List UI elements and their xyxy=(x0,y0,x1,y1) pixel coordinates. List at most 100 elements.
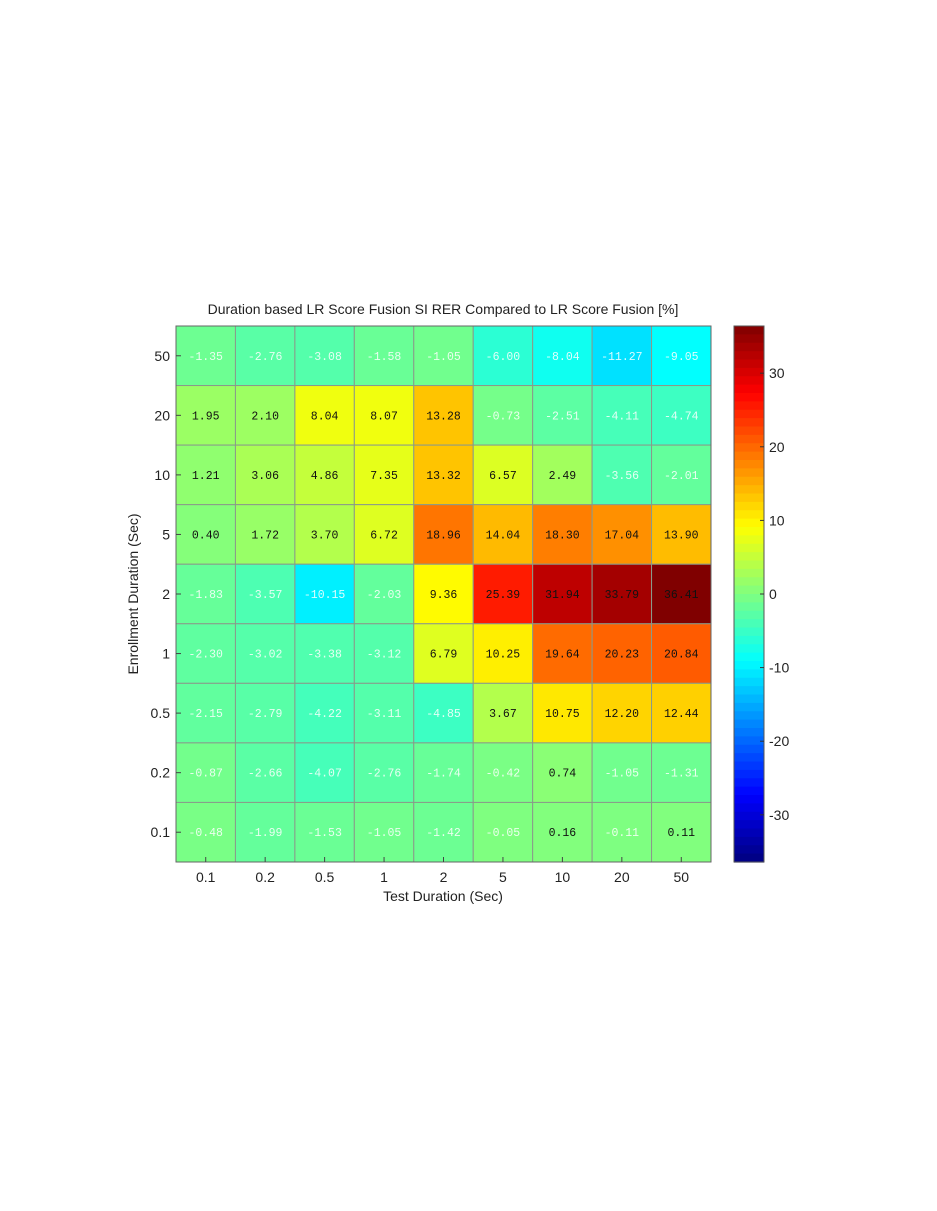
cell-value-label: -4.85 xyxy=(426,708,461,721)
colorbar-segment xyxy=(734,728,764,737)
cell-value-label: -2.66 xyxy=(248,768,283,781)
cell-value-label: -1.35 xyxy=(188,351,223,364)
colorbar-segment xyxy=(734,795,764,804)
heatmap-cell xyxy=(294,623,355,684)
heatmap-cell xyxy=(591,325,653,387)
heatmap-cell xyxy=(413,682,474,744)
cell-value-label: -2.51 xyxy=(545,410,580,423)
cell-value-label: -2.01 xyxy=(664,470,699,483)
cell-value-label: 1.95 xyxy=(192,410,220,423)
y-tick-label: 2 xyxy=(162,586,170,602)
colorbar-segment xyxy=(734,702,764,712)
y-tick-label: 0.1 xyxy=(151,824,171,840)
chart-title: Duration based LR Score Fusion SI RER Co… xyxy=(208,301,679,317)
x-tick-label: 20 xyxy=(614,869,630,885)
cell-value-label: -2.79 xyxy=(248,708,283,721)
cell-value-label: 6.79 xyxy=(430,649,458,662)
colorbar-segment xyxy=(734,460,764,469)
cell-value-label: 3.70 xyxy=(311,529,339,542)
heatmap-cell xyxy=(353,801,415,863)
colorbar-segment xyxy=(734,426,764,436)
colorbar-segment xyxy=(734,635,764,645)
cell-value-label: -3.02 xyxy=(248,649,283,662)
heatmap-cell xyxy=(353,563,415,625)
colorbar-segment xyxy=(734,518,764,528)
colorbar-segment xyxy=(734,719,764,729)
x-axis-label: Test Duration (Sec) xyxy=(383,888,503,904)
colorbar-segment xyxy=(734,334,764,344)
cell-value-label: -0.87 xyxy=(188,768,223,781)
cell-value-label: -1.83 xyxy=(188,589,223,602)
colorbar-segment xyxy=(734,585,764,595)
cell-value-label: -4.07 xyxy=(307,768,342,781)
heatmap-cell xyxy=(234,801,296,863)
colorbar-segment xyxy=(734,744,764,754)
colorbar-tick-label: -10 xyxy=(769,660,789,676)
colorbar-segment xyxy=(734,367,764,377)
y-tick-label: 10 xyxy=(154,467,170,483)
cell-value-label: -1.58 xyxy=(367,351,402,364)
cell-value-label: -1.05 xyxy=(605,768,640,781)
colorbar-tick-label: -20 xyxy=(769,733,789,749)
x-tick-label: 50 xyxy=(673,869,689,885)
colorbar-segment xyxy=(734,527,764,536)
colorbar-segment xyxy=(734,820,764,830)
colorbar-segment xyxy=(734,786,764,796)
colorbar-segment xyxy=(734,753,764,763)
heatmap-cell xyxy=(175,385,236,446)
heatmap-cell xyxy=(175,504,236,565)
heatmap-cell xyxy=(532,563,593,625)
colorbar: -30 -20 -10 0 10 20 30 xyxy=(733,325,789,863)
cell-value-label: -1.99 xyxy=(248,827,283,840)
heatmap-cell xyxy=(651,563,712,625)
colorbar-segment xyxy=(734,418,764,428)
colorbar-tick-label: 0 xyxy=(769,586,777,602)
cell-value-label: 9.36 xyxy=(430,589,458,602)
x-tick-label: 0.2 xyxy=(255,869,275,885)
heatmap-cell xyxy=(294,563,355,625)
cell-value-label: -9.05 xyxy=(664,351,699,364)
y-tick-label: 1 xyxy=(162,646,170,662)
heatmap-cell xyxy=(532,682,593,744)
heatmap-cell xyxy=(651,623,712,684)
colorbar-segment xyxy=(734,761,764,771)
colorbar-segment xyxy=(734,443,764,453)
colorbar-segment xyxy=(734,853,764,863)
cell-value-label: -1.05 xyxy=(367,827,402,840)
cell-value-label: -10.15 xyxy=(304,589,346,602)
cell-value-label: 13.32 xyxy=(426,470,461,483)
heatmap-cell xyxy=(472,742,534,803)
cell-value-label: 6.57 xyxy=(489,470,517,483)
cell-value-label: 2.49 xyxy=(549,470,577,483)
colorbar-segment xyxy=(734,769,764,779)
heatmap-cell xyxy=(591,385,653,446)
colorbar-segment xyxy=(734,535,764,545)
colorbar-segment xyxy=(734,359,764,369)
colorbar-segment xyxy=(734,661,764,670)
colorbar-segment xyxy=(734,836,764,846)
x-tick-label: 2 xyxy=(440,869,448,885)
cell-value-label: 20.23 xyxy=(605,649,640,662)
heatmap-cell xyxy=(651,504,712,565)
cell-value-label: -1.74 xyxy=(426,768,461,781)
cell-value-label: -2.76 xyxy=(248,351,283,364)
colorbar-segment xyxy=(734,552,764,562)
heatmap-cell xyxy=(651,801,712,863)
colorbar-segment xyxy=(734,342,764,352)
cell-value-label: -0.48 xyxy=(188,827,223,840)
cell-value-label: -3.12 xyxy=(367,649,402,662)
cell-value-label: -1.53 xyxy=(307,827,342,840)
colorbar-segment xyxy=(734,610,764,620)
colorbar-segment xyxy=(734,694,764,704)
cell-value-label: 36.41 xyxy=(664,589,699,602)
cell-value-label: 1.21 xyxy=(192,470,220,483)
colorbar-segment xyxy=(734,811,764,821)
colorbar-segment xyxy=(734,376,764,386)
colorbar-segment xyxy=(734,577,764,587)
y-tick-label: 0.5 xyxy=(151,705,171,721)
colorbar-segment xyxy=(734,594,764,603)
cell-value-label: 18.96 xyxy=(426,529,461,542)
cell-value-label: 4.86 xyxy=(311,470,339,483)
